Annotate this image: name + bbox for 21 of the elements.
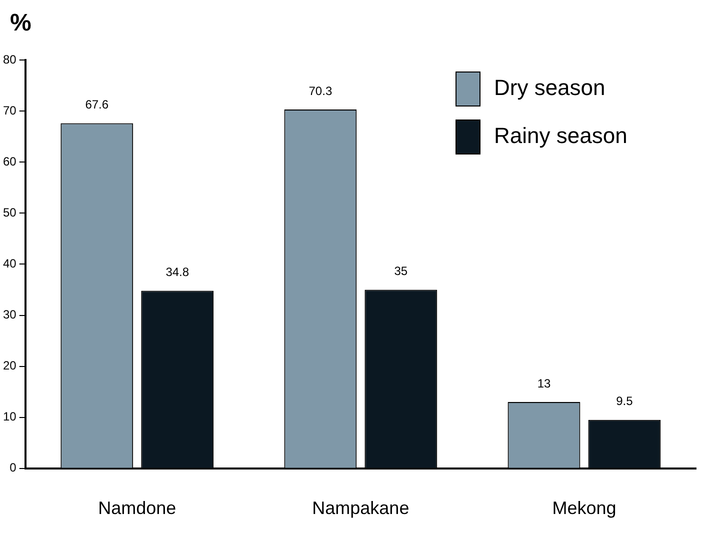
x-tick-label: Mekong xyxy=(552,498,616,518)
data-label: 13 xyxy=(537,376,551,390)
y-tick-label: 80 xyxy=(2,52,17,66)
x-tick-label: Namdone xyxy=(98,498,176,518)
legend-label: Dry season xyxy=(494,75,606,100)
y-tick-label: 20 xyxy=(2,358,17,373)
data-label: 67.6 xyxy=(85,98,109,112)
y-tick-label: 50 xyxy=(2,205,17,220)
x-tick-label: Nampakane xyxy=(312,498,410,518)
y-axis-title: % xyxy=(10,10,32,37)
data-label: 35 xyxy=(394,264,408,278)
y-tick-label: 10 xyxy=(2,410,17,424)
data-label: 70.3 xyxy=(308,84,332,98)
y-tick-label: 40 xyxy=(2,256,17,271)
y-tick-label: 30 xyxy=(2,308,17,322)
data-label: 34.8 xyxy=(166,265,190,280)
data-label: 9.5 xyxy=(616,394,634,408)
y-tick-label: 60 xyxy=(2,154,17,168)
y-tick-label: 0 xyxy=(10,460,17,475)
y-tick-label: 70 xyxy=(2,103,17,118)
legend-label: Rainy season xyxy=(494,123,628,148)
